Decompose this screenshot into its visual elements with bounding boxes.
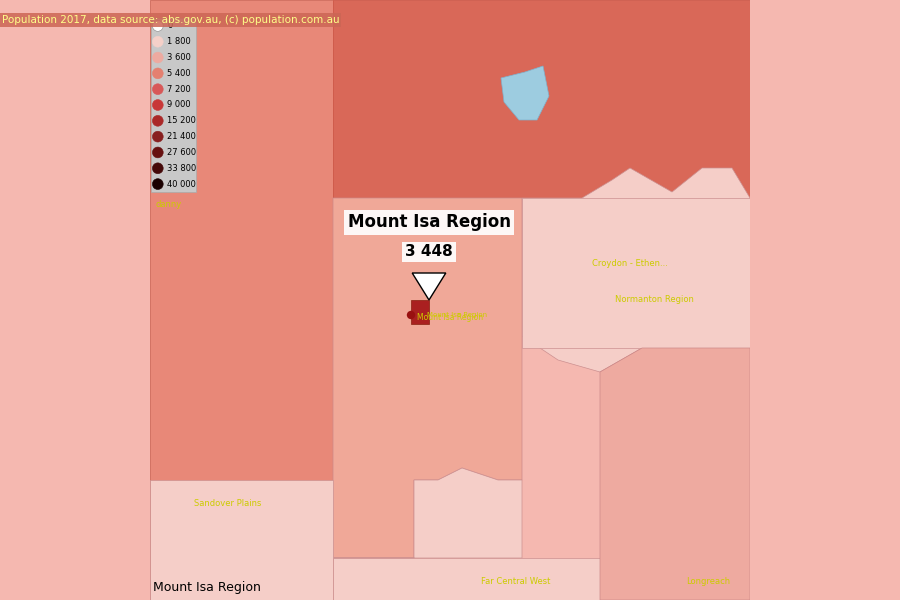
Polygon shape	[333, 198, 522, 558]
Polygon shape	[411, 300, 429, 324]
Circle shape	[152, 179, 163, 190]
Polygon shape	[412, 273, 446, 300]
Polygon shape	[333, 558, 600, 600]
Circle shape	[152, 147, 163, 158]
Text: 3 600: 3 600	[167, 53, 192, 62]
Circle shape	[152, 84, 163, 95]
Circle shape	[407, 311, 415, 319]
Text: 0: 0	[167, 22, 173, 31]
Polygon shape	[333, 468, 522, 558]
Text: Mount Isa Region: Mount Isa Region	[427, 312, 487, 318]
Polygon shape	[150, 480, 333, 600]
Text: Population 2017, data source: abs.gov.au, (c) population.com.au: Population 2017, data source: abs.gov.au…	[2, 15, 339, 25]
Text: 3 448: 3 448	[405, 245, 453, 259]
Text: Mount Isa Region: Mount Isa Region	[347, 213, 510, 231]
Text: 7 200: 7 200	[167, 85, 191, 94]
Text: Croydon - Ethen...: Croydon - Ethen...	[592, 259, 668, 268]
Text: 15 200: 15 200	[167, 116, 196, 125]
Text: 21 400: 21 400	[167, 132, 196, 141]
Circle shape	[152, 100, 163, 110]
Text: 9 000: 9 000	[167, 100, 191, 109]
Circle shape	[152, 20, 163, 31]
Polygon shape	[600, 348, 750, 600]
Text: 5 400: 5 400	[167, 69, 191, 78]
Polygon shape	[333, 0, 750, 198]
Text: 40 000: 40 000	[167, 179, 196, 188]
Circle shape	[152, 163, 163, 173]
Polygon shape	[522, 168, 750, 372]
Polygon shape	[501, 66, 549, 120]
Circle shape	[152, 52, 163, 63]
FancyBboxPatch shape	[150, 18, 195, 192]
Text: 1 800: 1 800	[167, 37, 191, 46]
Text: 27 600: 27 600	[167, 148, 196, 157]
Polygon shape	[150, 0, 333, 600]
Circle shape	[152, 68, 163, 79]
Text: Mount Isa Region: Mount Isa Region	[153, 581, 261, 594]
Circle shape	[152, 131, 163, 142]
Polygon shape	[522, 198, 750, 348]
Text: Normanton Region: Normanton Region	[615, 295, 693, 304]
Text: Sandover Plains: Sandover Plains	[194, 499, 262, 509]
Circle shape	[152, 37, 163, 47]
Circle shape	[152, 115, 163, 126]
Text: danny: danny	[156, 200, 182, 209]
Text: 33 800: 33 800	[167, 164, 197, 173]
Text: Far Central West: Far Central West	[482, 577, 551, 587]
Text: Longreach: Longreach	[686, 577, 730, 587]
Polygon shape	[150, 0, 750, 600]
Text: Mount Isa Region: Mount Isa Region	[417, 313, 483, 323]
